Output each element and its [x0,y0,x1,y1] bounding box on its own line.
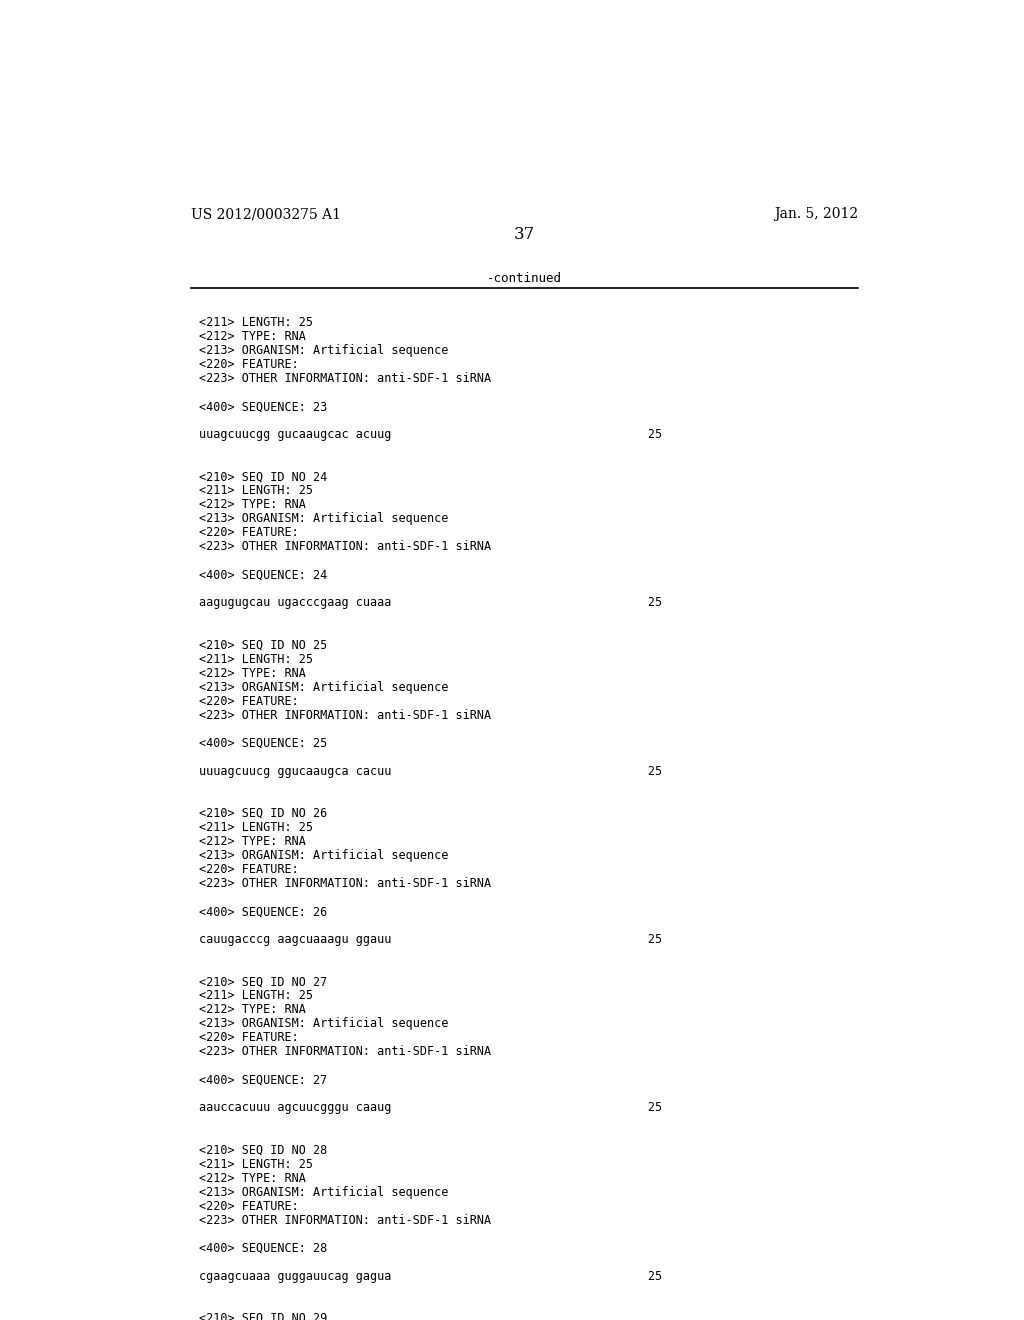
Text: <400> SEQUENCE: 28: <400> SEQUENCE: 28 [200,1242,328,1255]
Text: <211> LENGTH: 25: <211> LENGTH: 25 [200,1158,313,1171]
Text: <210> SEQ ID NO 28: <210> SEQ ID NO 28 [200,1143,328,1156]
Text: <211> LENGTH: 25: <211> LENGTH: 25 [200,989,313,1002]
Text: <220> FEATURE:: <220> FEATURE: [200,1031,299,1044]
Text: <212> TYPE: RNA: <212> TYPE: RNA [200,498,306,511]
Text: <212> TYPE: RNA: <212> TYPE: RNA [200,1003,306,1016]
Text: <213> ORGANISM: Artificial sequence: <213> ORGANISM: Artificial sequence [200,681,449,693]
Text: -continued: -continued [487,272,562,285]
Text: <210> SEQ ID NO 29: <210> SEQ ID NO 29 [200,1312,328,1320]
Text: uuuagcuucg ggucaaugca cacuu                                    25: uuuagcuucg ggucaaugca cacuu 25 [200,764,663,777]
Text: <211> LENGTH: 25: <211> LENGTH: 25 [200,315,313,329]
Text: <400> SEQUENCE: 24: <400> SEQUENCE: 24 [200,569,328,581]
Text: <400> SEQUENCE: 25: <400> SEQUENCE: 25 [200,737,328,750]
Text: <210> SEQ ID NO 26: <210> SEQ ID NO 26 [200,807,328,820]
Text: <223> OTHER INFORMATION: anti-SDF-1 siRNA: <223> OTHER INFORMATION: anti-SDF-1 siRN… [200,372,492,385]
Text: <223> OTHER INFORMATION: anti-SDF-1 siRNA: <223> OTHER INFORMATION: anti-SDF-1 siRN… [200,709,492,722]
Text: <213> ORGANISM: Artificial sequence: <213> ORGANISM: Artificial sequence [200,1018,449,1030]
Text: 37: 37 [514,226,536,243]
Text: <210> SEQ ID NO 24: <210> SEQ ID NO 24 [200,470,328,483]
Text: US 2012/0003275 A1: US 2012/0003275 A1 [191,207,341,222]
Text: <223> OTHER INFORMATION: anti-SDF-1 siRNA: <223> OTHER INFORMATION: anti-SDF-1 siRN… [200,540,492,553]
Text: <220> FEATURE:: <220> FEATURE: [200,694,299,708]
Text: <220> FEATURE:: <220> FEATURE: [200,527,299,540]
Text: <220> FEATURE:: <220> FEATURE: [200,358,299,371]
Text: aagugugcau ugacccgaag cuaaa                                    25: aagugugcau ugacccgaag cuaaa 25 [200,597,663,610]
Text: <212> TYPE: RNA: <212> TYPE: RNA [200,1172,306,1184]
Text: <212> TYPE: RNA: <212> TYPE: RNA [200,330,306,343]
Text: <223> OTHER INFORMATION: anti-SDF-1 siRNA: <223> OTHER INFORMATION: anti-SDF-1 siRN… [200,1213,492,1226]
Text: cgaagcuaaa guggauucag gagua                                    25: cgaagcuaaa guggauucag gagua 25 [200,1270,663,1283]
Text: <210> SEQ ID NO 25: <210> SEQ ID NO 25 [200,639,328,652]
Text: <213> ORGANISM: Artificial sequence: <213> ORGANISM: Artificial sequence [200,512,449,525]
Text: <212> TYPE: RNA: <212> TYPE: RNA [200,667,306,680]
Text: <211> LENGTH: 25: <211> LENGTH: 25 [200,484,313,498]
Text: <213> ORGANISM: Artificial sequence: <213> ORGANISM: Artificial sequence [200,1185,449,1199]
Text: <400> SEQUENCE: 26: <400> SEQUENCE: 26 [200,906,328,917]
Text: <212> TYPE: RNA: <212> TYPE: RNA [200,836,306,847]
Text: cauugacccg aagcuaaagu ggauu                                    25: cauugacccg aagcuaaagu ggauu 25 [200,933,663,946]
Text: <220> FEATURE:: <220> FEATURE: [200,863,299,876]
Text: <210> SEQ ID NO 27: <210> SEQ ID NO 27 [200,975,328,989]
Text: <213> ORGANISM: Artificial sequence: <213> ORGANISM: Artificial sequence [200,849,449,862]
Text: <220> FEATURE:: <220> FEATURE: [200,1200,299,1213]
Text: <223> OTHER INFORMATION: anti-SDF-1 siRNA: <223> OTHER INFORMATION: anti-SDF-1 siRN… [200,876,492,890]
Text: <400> SEQUENCE: 23: <400> SEQUENCE: 23 [200,400,328,413]
Text: <213> ORGANISM: Artificial sequence: <213> ORGANISM: Artificial sequence [200,345,449,356]
Text: uuagcuucgg gucaaugcac acuug                                    25: uuagcuucgg gucaaugcac acuug 25 [200,428,663,441]
Text: aauccacuuu agcuucgggu caaug                                    25: aauccacuuu agcuucgggu caaug 25 [200,1101,663,1114]
Text: <211> LENGTH: 25: <211> LENGTH: 25 [200,821,313,834]
Text: <211> LENGTH: 25: <211> LENGTH: 25 [200,652,313,665]
Text: <400> SEQUENCE: 27: <400> SEQUENCE: 27 [200,1073,328,1086]
Text: Jan. 5, 2012: Jan. 5, 2012 [774,207,858,222]
Text: <223> OTHER INFORMATION: anti-SDF-1 siRNA: <223> OTHER INFORMATION: anti-SDF-1 siRN… [200,1045,492,1059]
